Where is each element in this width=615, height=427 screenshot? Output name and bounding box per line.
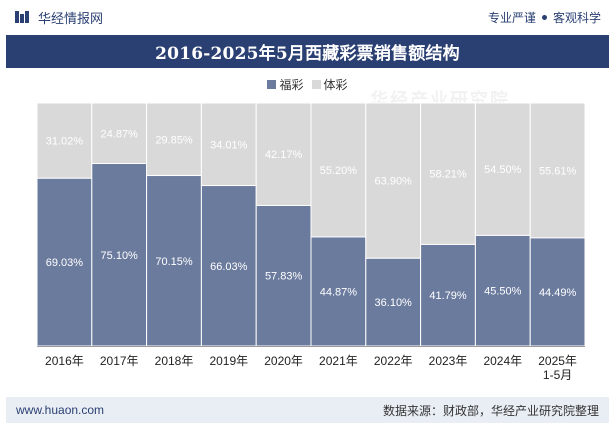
slogan-right: 客观科学 [552,10,601,25]
bar-ticai [474,102,531,236]
chart-title: 2016-2025年5月西藏彩票销售额结构 [155,44,460,64]
legend-item-ticai: 体彩 [311,76,348,93]
bar-fucai [365,257,422,347]
x-tick-label: 2019年 [209,354,248,368]
data-label-fucai: 69.03% [46,257,84,269]
data-label-fucai: 44.49% [539,287,577,299]
data-label-fucai: 66.03% [210,261,248,273]
data-label-fucai: 45.50% [484,286,522,298]
chart-legend: 福彩 体彩 [0,74,615,94]
bar-fucai [146,175,202,347]
x-tick-label: 2025年 [538,354,577,368]
footer: www.huaon.com 数据来源：财政部，华经产业研究院整理 [6,397,609,423]
data-label-fucai: 57.83% [265,271,303,283]
data-label-fucai: 75.10% [101,250,139,262]
data-label-ticai: 63.90% [375,176,413,188]
bar-fucai [474,234,531,347]
x-tick-label: 1-5月 [543,368,572,382]
x-tick-label: 2017年 [100,354,139,368]
bar-fucai [91,163,148,347]
data-label-ticai: 54.50% [484,164,522,176]
data-label-fucai: 41.79% [429,290,467,302]
data-label-ticai: 55.61% [539,165,577,177]
x-tick-label: 2018年 [155,354,194,368]
data-label-fucai: 36.10% [375,297,413,309]
title-bar: 2016-2025年5月西藏彩票销售额结构 [6,35,609,68]
slogan-dot-icon [541,14,547,20]
data-label-fucai: 44.87% [320,286,358,298]
footer-site: www.huaon.com [16,403,105,417]
legend-label-fucai: 福彩 [279,77,304,92]
bar-ticai [365,102,422,259]
data-label-ticai: 29.85% [155,134,193,146]
x-tick-label: 2023年 [429,354,468,368]
slogan-left: 专业严谨 [487,10,536,25]
x-tick-label: 2020年 [264,354,303,368]
bar-ticai [420,102,476,245]
legend-item-fucai: 福彩 [267,76,304,93]
brand-name: 华经情报网 [38,10,104,26]
legend-label-ticai: 体彩 [323,77,348,92]
bar-ticai [146,102,202,177]
data-label-ticai: 34.01% [210,139,248,151]
x-tick-label: 2022年 [374,354,413,368]
legend-swatch-ticai [311,79,321,89]
bar-fucai [255,204,312,347]
bar-ticai [255,102,312,206]
bar-fucai [420,243,476,347]
data-label-ticai: 42.17% [265,149,303,161]
data-label-ticai: 58.21% [429,169,467,181]
brand: 华经情报网 [14,8,103,27]
bar-ticai [529,102,586,239]
legend-swatch-fucai [267,79,277,89]
x-tick-label: 2016年 [45,354,84,368]
x-tick-label: 2021年 [319,354,358,368]
x-tick-label: 2024年 [483,354,522,368]
bar-fucai [310,236,367,347]
top-bar: 华经情报网 专业严谨 客观科学 [0,0,615,34]
footer-source: 数据来源：财政部，华经产业研究院整理 [382,403,599,418]
data-label-ticai: 55.20% [320,165,358,177]
data-label-ticai: 31.02% [46,136,84,148]
brand-logo-icon [15,11,29,23]
data-label-fucai: 70.15% [155,256,193,268]
slogan: 专业严谨 客观科学 [488,9,601,26]
data-label-ticai: 24.87% [101,128,139,140]
